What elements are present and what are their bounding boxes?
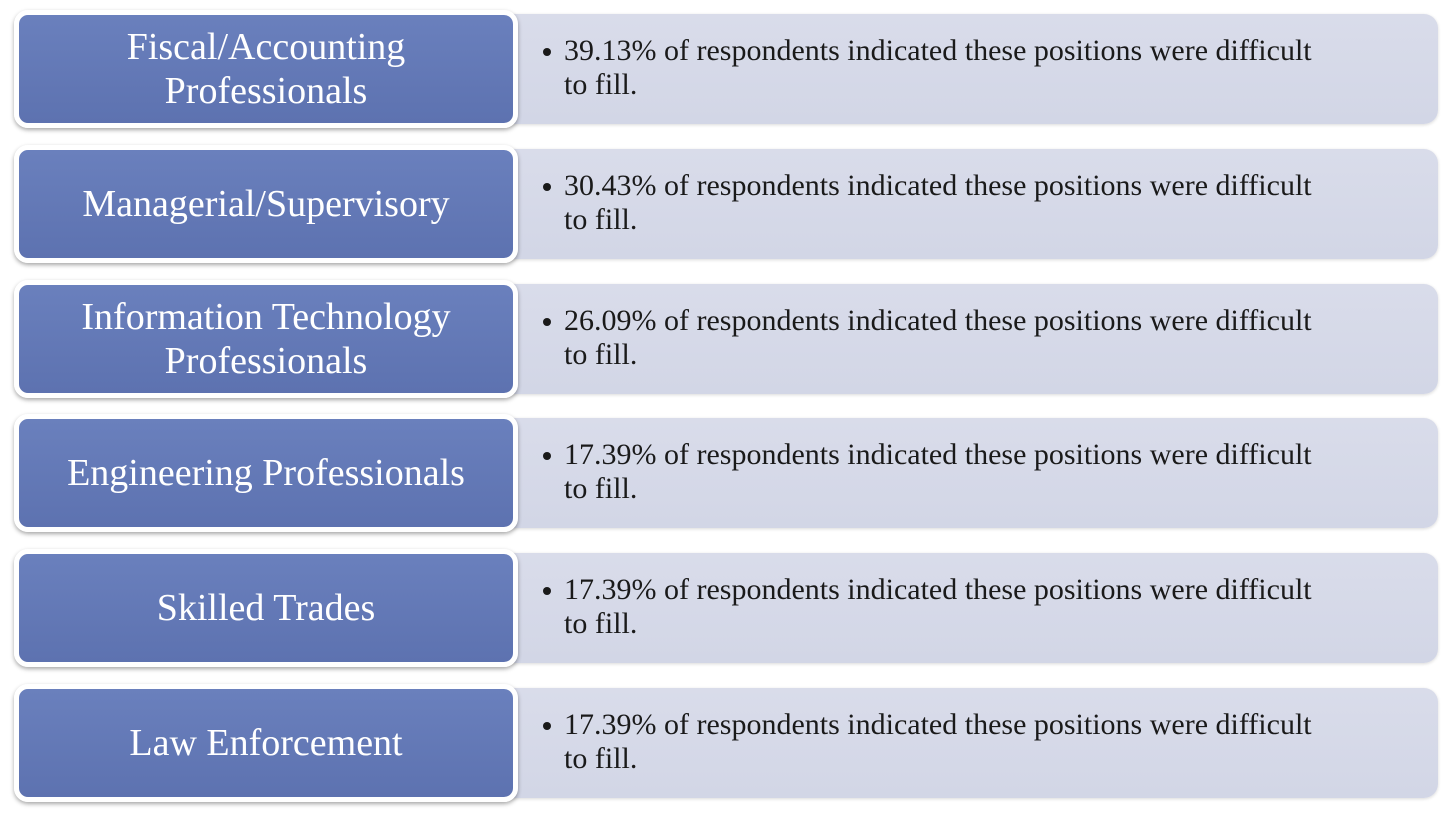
detail-box: 30.43% of respondents indicated these po… <box>500 148 1438 259</box>
bullet-list: 30.43% of respondents indicated these po… <box>500 169 1438 237</box>
detail-box: 17.39% of respondents indicated these po… <box>500 553 1438 664</box>
row: 17.39% of respondents indicated these po… <box>0 549 1445 675</box>
category-label: Fiscal/Accounting Professionals <box>14 10 518 128</box>
category-label: Skilled Trades <box>14 549 518 668</box>
row: 26.09% of respondents indicated these po… <box>0 279 1445 406</box>
category-label: Engineering Professionals <box>14 414 518 533</box>
bullet-text: 17.39% of respondents indicated these po… <box>543 708 1324 776</box>
row: 17.39% of respondents indicated these po… <box>0 414 1445 540</box>
bullet-list: 17.39% of respondents indicated these po… <box>500 708 1438 776</box>
category-label: Information Technology Professionals <box>14 279 518 398</box>
detail-box: 17.39% of respondents indicated these po… <box>500 418 1438 529</box>
bullet-text: 17.39% of respondents indicated these po… <box>543 573 1324 641</box>
bullet-list: 26.09% of respondents indicated these po… <box>500 304 1438 372</box>
bullet-list: 17.39% of respondents indicated these po… <box>500 573 1438 641</box>
detail-box: 26.09% of respondents indicated these po… <box>500 283 1438 394</box>
category-label: Law Enforcement <box>14 684 518 802</box>
row: 30.43% of respondents indicated these po… <box>0 144 1445 271</box>
row: 39.13% of respondents indicated these po… <box>0 10 1445 136</box>
bullet-list: 17.39% of respondents indicated these po… <box>500 438 1438 506</box>
detail-box: 17.39% of respondents indicated these po… <box>500 688 1438 798</box>
bullet-text: 39.13% of respondents indicated these po… <box>543 34 1324 102</box>
category-label: Managerial/Supervisory <box>14 144 518 263</box>
bullet-text: 17.39% of respondents indicated these po… <box>543 438 1324 506</box>
row: 17.39% of respondents indicated these po… <box>0 684 1445 810</box>
bullet-list: 39.13% of respondents indicated these po… <box>500 34 1438 102</box>
bullet-text: 26.09% of respondents indicated these po… <box>543 304 1324 372</box>
bullet-text: 30.43% of respondents indicated these po… <box>543 169 1324 237</box>
detail-box: 39.13% of respondents indicated these po… <box>500 14 1438 124</box>
